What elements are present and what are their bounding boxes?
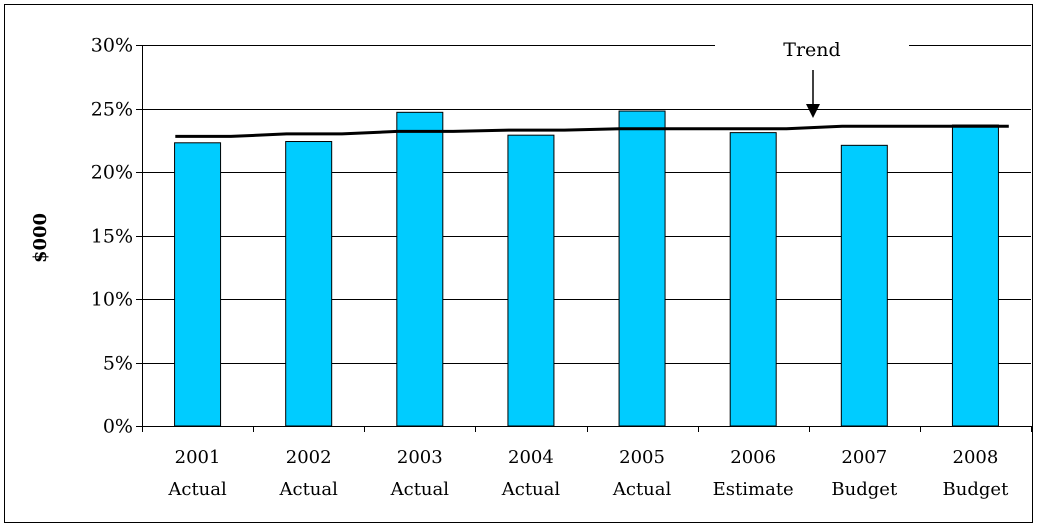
x-category-year: 2008 (953, 447, 999, 468)
axis-layer: 0% 5% 10% 15% 20% 25% 30% 2001 Actual 2002 Actual 2… (91, 35, 1032, 500)
bar (729, 132, 777, 427)
trend-line (175, 124, 1009, 138)
x-category-year: 2007 (841, 447, 887, 468)
bar (951, 124, 999, 427)
x-category-label: Actual (278, 479, 338, 500)
trend-layer (175, 124, 1009, 138)
x-category-label: Actual (501, 479, 561, 500)
y-tick-label: 15% (91, 226, 133, 248)
bar (618, 110, 666, 427)
y-tick-label: 20% (91, 162, 133, 184)
trend-annotation-label: Trend (783, 39, 840, 61)
y-axis-label: $000 (30, 213, 51, 263)
y-tick-label: 0% (103, 416, 133, 438)
y-tick-label: 30% (91, 35, 133, 57)
bars-layer (174, 110, 999, 427)
x-category-label: Estimate (713, 479, 794, 500)
x-category-label: Actual (612, 479, 672, 500)
trend-annotation-arrow-head (806, 104, 820, 118)
y-tick-label: 25% (91, 99, 133, 121)
x-category-label: Actual (167, 479, 227, 500)
x-category-label: Budget (943, 479, 1010, 500)
x-category-year: 2004 (508, 447, 554, 468)
bar (840, 144, 888, 427)
x-category-year: 2001 (175, 447, 221, 468)
x-category-year: 2003 (397, 447, 443, 468)
y-tick-label: 10% (91, 289, 133, 311)
x-category-label: Budget (831, 479, 898, 500)
x-category-year: 2002 (286, 447, 332, 468)
x-category-year: 2005 (619, 447, 665, 468)
x-category-label: Actual (390, 479, 450, 500)
bar (396, 111, 444, 427)
bar (285, 141, 333, 427)
x-category-year: 2006 (730, 447, 776, 468)
bar (174, 142, 222, 427)
y-tick-label: 5% (103, 353, 133, 375)
bar (507, 134, 555, 427)
